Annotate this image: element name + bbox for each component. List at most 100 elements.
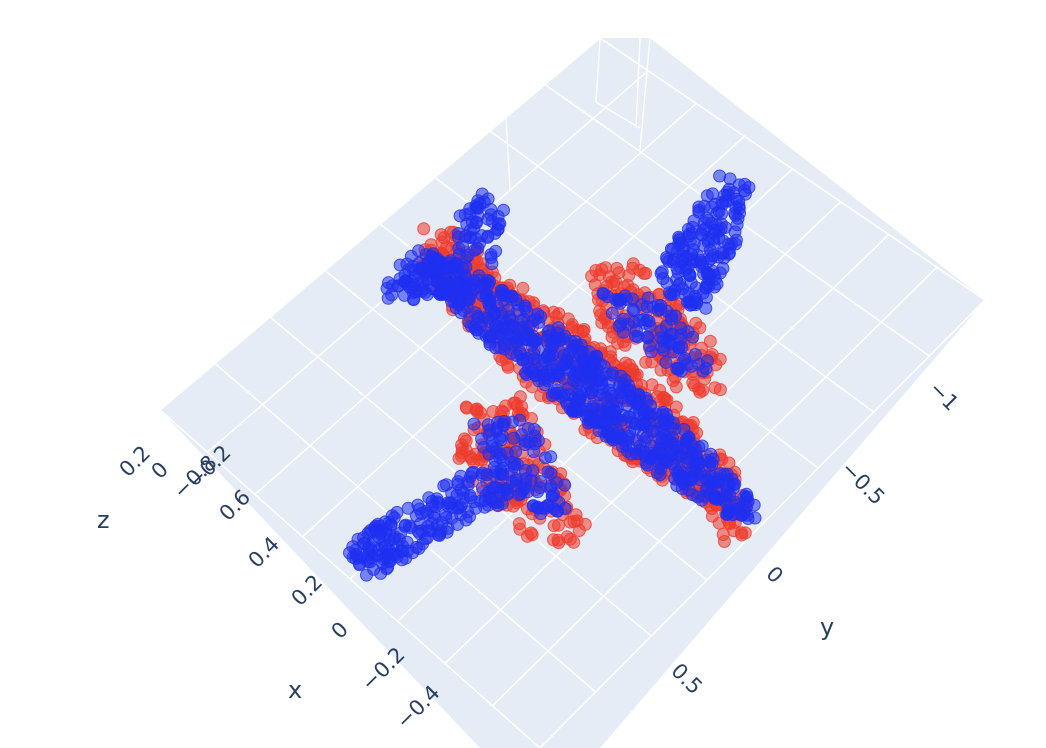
- scatter-point: [650, 466, 664, 480]
- scatter-point: [445, 486, 459, 500]
- scatter-point: [639, 355, 653, 369]
- scatter-point: [732, 199, 746, 213]
- scatter-point: [641, 331, 655, 345]
- scatter-point: [674, 364, 688, 378]
- scatter-point: [491, 222, 505, 236]
- scatter-point: [585, 370, 599, 384]
- scatter-point: [711, 492, 725, 506]
- scatter-point: [712, 205, 726, 219]
- scatter-point: [644, 409, 658, 423]
- scatter-point: [653, 431, 667, 445]
- scatter-point: [481, 418, 495, 432]
- scatter-point: [459, 282, 473, 296]
- scatter-point: [713, 169, 727, 183]
- scatter-point: [666, 243, 680, 256]
- scatter-point: [495, 404, 509, 418]
- scatter-point: [699, 301, 713, 315]
- scatter-point: [541, 465, 555, 479]
- scatter-point: [637, 266, 651, 280]
- scatter-point: [664, 421, 678, 435]
- x-tick-label: 0: [327, 617, 353, 643]
- scatter-point: [456, 239, 469, 253]
- scatter-point: [549, 310, 563, 324]
- scatter-point: [475, 468, 489, 482]
- scatter-point: [658, 393, 672, 407]
- x-tick-label: 0.4: [244, 532, 285, 573]
- gridline: [595, 101, 641, 129]
- scatter-point: [364, 523, 378, 537]
- scatter-point: [659, 355, 673, 369]
- scatter-point: [527, 445, 541, 459]
- scatter-point: [351, 532, 365, 546]
- scatter-point: [681, 325, 695, 339]
- scatter-point: [622, 268, 636, 282]
- scatter-point: [469, 501, 483, 515]
- scatter-point: [666, 345, 680, 359]
- scatter-point: [527, 347, 541, 361]
- scatter-point: [441, 499, 455, 513]
- scatter-point: [557, 349, 571, 362]
- scatter-point: [499, 288, 513, 302]
- scatter-point: [683, 234, 697, 248]
- scatter-point: [572, 524, 586, 537]
- scatter-point: [668, 438, 682, 452]
- scatter-point: [512, 517, 526, 531]
- scatter-point: [738, 526, 752, 540]
- scatter-point: [451, 227, 465, 240]
- scatter-point: [720, 507, 734, 521]
- scatter-point: [565, 318, 579, 332]
- scatter-point: [550, 368, 564, 382]
- y-tick-label: 0.5: [666, 659, 707, 700]
- scatter-point: [551, 504, 565, 518]
- scatter-point: [703, 243, 717, 257]
- scatter-point: [708, 381, 722, 395]
- z-axis: 0.2 0 −0.2 z: [97, 441, 236, 534]
- scatter-point: [451, 475, 465, 489]
- scatter-point: [494, 448, 507, 461]
- scatter-point: [730, 218, 744, 232]
- scatter-point: [455, 449, 469, 463]
- scatter-point: [440, 240, 454, 254]
- scatter-point: [655, 265, 669, 279]
- scatter-point: [571, 371, 585, 384]
- scatter-point: [697, 199, 711, 213]
- scatter-point: [605, 368, 618, 382]
- scatter-point: [626, 303, 640, 316]
- scatter-point: [614, 386, 628, 400]
- scatter-point: [723, 489, 737, 502]
- y-axis-title: y: [820, 613, 834, 641]
- gridline: [539, 299, 986, 748]
- scatter-point: [552, 536, 566, 550]
- scatter-point: [665, 312, 678, 326]
- scatter-point: [645, 378, 659, 392]
- x-axis-title: x: [288, 676, 302, 704]
- scatter-point: [530, 333, 543, 347]
- scatter-point: [552, 518, 565, 532]
- scatter-point: [477, 195, 491, 209]
- scatter-point: [695, 227, 708, 241]
- scatter-point: [406, 546, 420, 560]
- scatter-point: [637, 445, 651, 459]
- scatter-point: [627, 315, 641, 329]
- scatter-point: [663, 286, 676, 300]
- gridline: [639, 37, 651, 151]
- scatter-point: [460, 217, 474, 231]
- z-tick-label: 0.2: [115, 441, 156, 482]
- scatter-point: [495, 306, 508, 320]
- scatter-point: [711, 475, 725, 489]
- scatter-point: [360, 568, 373, 582]
- scatter-point: [390, 505, 404, 519]
- scatter-point: [584, 386, 598, 399]
- scatter-point: [722, 241, 736, 255]
- scatter-point: [482, 293, 496, 306]
- scatter-point: [472, 326, 486, 340]
- scatter-point: [430, 518, 444, 532]
- scatter-point: [610, 261, 624, 275]
- scatter-point: [490, 495, 504, 509]
- scatter-point: [381, 291, 395, 305]
- scatter-point: [464, 491, 478, 505]
- scatter-point: [630, 396, 644, 410]
- scatter-point: [429, 500, 442, 514]
- scatter-point: [491, 210, 505, 223]
